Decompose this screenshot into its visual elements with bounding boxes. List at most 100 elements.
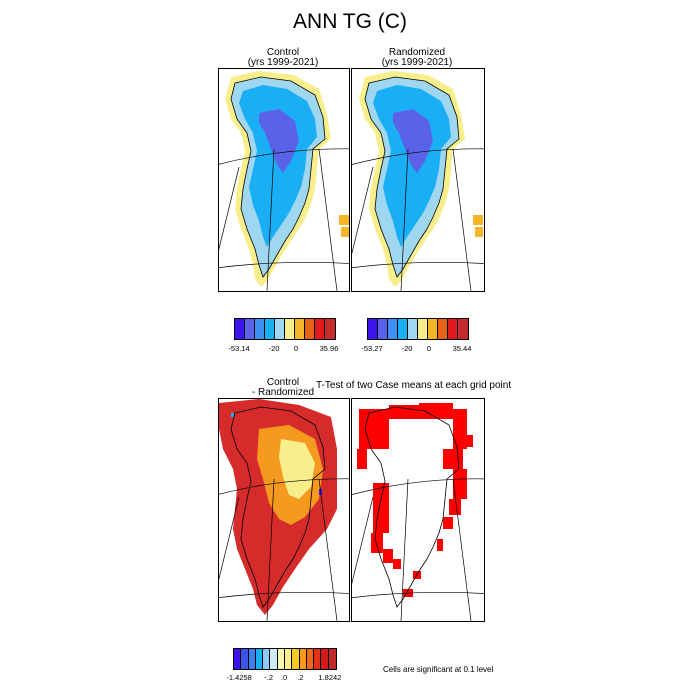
colorbar-tick-label: 0 — [426, 344, 432, 353]
colorbar-difference-ticks: -1.4258 -.2 .0 .2 1.8242 — [226, 673, 341, 683]
significant-cells — [465, 435, 473, 447]
longitude-line — [219, 496, 240, 581]
colorbar-swatch — [285, 319, 295, 339]
significant-cells — [389, 405, 419, 419]
colorbar-swatch — [292, 649, 300, 669]
colorbar-control-ticks: -53.14 -20 0 35.96 — [228, 344, 338, 354]
panel-title-randomized-line2: (yrs 1999-2021) — [381, 57, 453, 68]
difference-max — [279, 439, 315, 499]
panel-title-control: Control (yrs 1999-2021) — [218, 48, 348, 68]
significant-cells — [393, 559, 401, 569]
colorbar-swatch — [255, 649, 264, 669]
longitude-line — [452, 478, 472, 621]
figure-title: ANN TG (C) — [293, 10, 407, 33]
colorbar-tick-label: -20 — [268, 344, 280, 353]
colorbar-swatch — [245, 319, 255, 339]
map-control — [218, 68, 350, 292]
colorbar-swatch — [378, 319, 388, 339]
significant-cells — [357, 449, 367, 469]
colorbar-randomized — [367, 318, 469, 340]
colorbar-tick-label: -53.14 — [228, 344, 250, 353]
colorbar-tick-label: 1.8242 — [318, 673, 342, 682]
longitude-line — [400, 478, 409, 621]
coastline — [364, 76, 460, 278]
colorbar-tick-label: 35.44 — [452, 344, 472, 353]
colorbar-swatch — [368, 319, 378, 339]
colorbar-tick-label: 35.96 — [319, 344, 339, 353]
colorbar-tick-label: -.2 — [264, 673, 274, 682]
colorbar-tick-label: 0 — [293, 344, 299, 353]
colorbar-swatch — [241, 649, 249, 669]
panel-title-randomized: Randomized (yrs 1999-2021) — [351, 48, 483, 68]
colorbar-swatch — [398, 319, 408, 339]
coastline — [230, 76, 326, 278]
colorbar-randomized-ticks: -53.27 -20 0 35.44 — [361, 344, 471, 354]
colorbar-difference — [233, 648, 337, 670]
significant-cells — [443, 449, 463, 469]
colorbar-swatch — [265, 319, 275, 339]
colorbar-swatch — [325, 319, 335, 339]
significant-cells — [437, 539, 443, 551]
colorbar-swatch — [418, 319, 428, 339]
warm-cell — [473, 215, 483, 225]
colorbar-swatch — [305, 319, 315, 339]
map-ttest — [351, 398, 485, 622]
significant-cells — [361, 427, 367, 435]
warm-cell — [475, 227, 483, 237]
colorbar-swatch — [438, 319, 448, 339]
coastline — [364, 406, 460, 608]
latitude-line — [219, 261, 349, 269]
map-difference — [218, 398, 350, 622]
colorbar-swatch — [277, 649, 285, 669]
longitude-line — [352, 166, 374, 255]
latitude-line — [352, 478, 484, 495]
colorbar-tick-label: -20 — [401, 344, 413, 353]
significant-cells — [419, 403, 453, 419]
warm-cell — [341, 227, 349, 237]
panel-title-ttest: T-Test of two Case means at each grid po… — [316, 380, 512, 391]
colorbar-swatch — [295, 319, 305, 339]
warm-cell — [339, 215, 349, 225]
colorbar-swatch — [284, 649, 293, 669]
significant-cells — [443, 517, 453, 529]
colorbar-swatch — [458, 319, 468, 339]
ice-summit — [393, 109, 433, 173]
colorbar-swatch — [255, 319, 265, 339]
significant-cells — [449, 499, 461, 515]
colorbar-swatch — [321, 649, 329, 669]
colorbar-swatch — [388, 319, 398, 339]
latitude-line — [219, 591, 349, 599]
longitude-line — [266, 148, 275, 291]
colorbar-swatch — [275, 319, 285, 339]
colorbar-swatch — [263, 649, 271, 669]
panel-title-randomized-line1: Randomized — [388, 47, 446, 58]
colorbar-swatch — [315, 319, 325, 339]
significant-cells — [373, 483, 389, 533]
longitude-line — [219, 166, 240, 251]
colorbar-control — [234, 318, 336, 340]
colorbar-tick-label: .2 — [297, 673, 304, 682]
longitude-line — [318, 148, 338, 291]
map-randomized — [351, 68, 485, 292]
colorbar-swatch — [428, 319, 438, 339]
latitude-line — [352, 148, 484, 165]
colorbar-tick-label: -1.4258 — [226, 673, 252, 682]
significant-cells — [453, 469, 467, 499]
longitude-line — [266, 478, 275, 621]
coastline — [230, 406, 326, 608]
significant-cells — [371, 533, 383, 553]
latitude-line — [352, 591, 484, 599]
longitude-line — [318, 478, 338, 621]
colorbar-swatch — [235, 319, 245, 339]
colorbar-swatch — [270, 649, 278, 669]
significance-note: Cells are significant at 0.1 level — [383, 665, 494, 674]
significant-cells — [453, 409, 467, 449]
latitude-line — [219, 148, 349, 165]
panel-title-difference: Control - Randomized — [218, 378, 348, 398]
colorbar-tick-label: .0 — [280, 673, 288, 682]
latitude-line — [352, 261, 484, 269]
greenland-difference-map — [219, 399, 349, 621]
colorbar-swatch — [248, 649, 256, 669]
colorbar-swatch — [408, 319, 418, 339]
panel-title-control-line1: Control — [266, 47, 300, 58]
